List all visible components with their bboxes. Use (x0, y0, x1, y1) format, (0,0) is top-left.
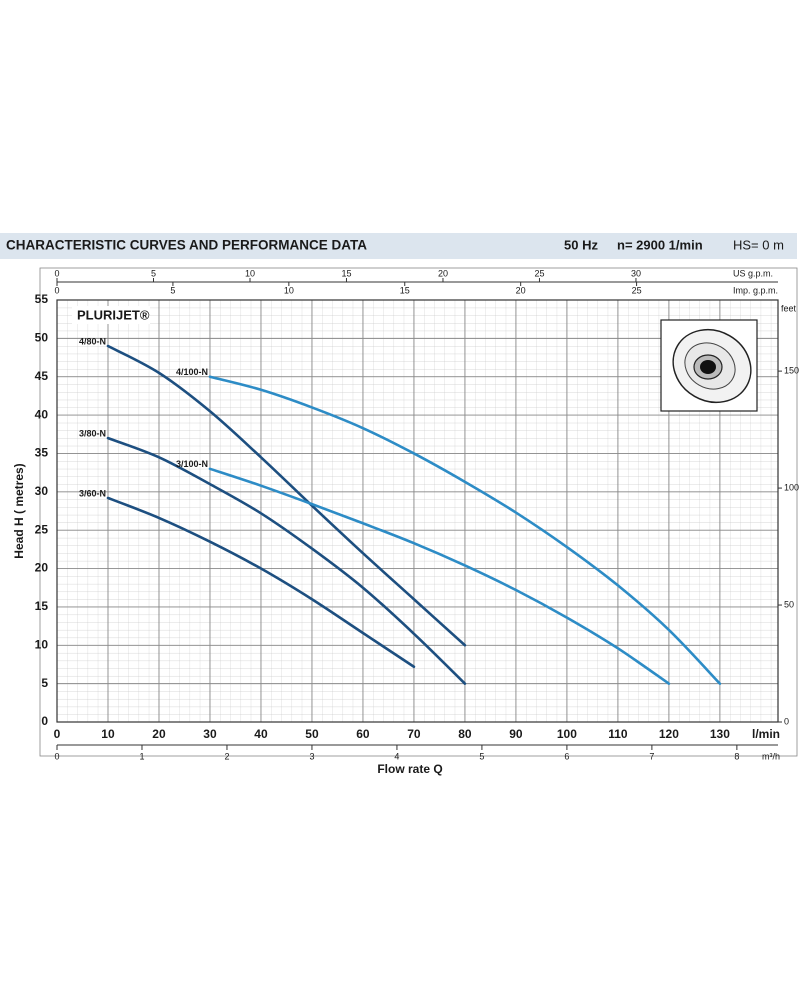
curve (208, 375, 722, 685)
y-tick-label: 5 (41, 676, 48, 690)
x-top-tick-label: 5 (170, 285, 175, 295)
y-tick-label: 30 (35, 484, 49, 498)
pump-image (660, 319, 758, 412)
x-tick-label: 120 (659, 727, 679, 741)
y-axis-title: Head H ( metres) (12, 463, 26, 558)
y-tick-label: 40 (35, 407, 49, 421)
x2-tick-label: 0 (54, 751, 59, 761)
x2-tick-label: 2 (224, 751, 229, 761)
x-tick-label: 0 (54, 727, 61, 741)
plot-frame (56, 299, 779, 723)
y-tick-label: 10 (35, 637, 49, 651)
x2-tick-label: 1 (139, 751, 144, 761)
y2-unit: feet (781, 303, 797, 313)
outer-frame (39, 267, 798, 757)
y-tick-label: 20 (35, 561, 49, 575)
x2-tick-label: 8 (734, 751, 739, 761)
curve-label: 3/100-N (176, 459, 208, 469)
product-name: PLURIJET® (77, 307, 150, 322)
product-box (72, 306, 150, 324)
header-bar (0, 233, 797, 259)
x-top-tick-label: 15 (341, 268, 351, 278)
x-tick-label: 110 (608, 727, 628, 741)
plot-background (57, 300, 778, 722)
x2-tick-label: 3 (309, 751, 314, 761)
y-tick-label: 35 (35, 446, 49, 460)
x-top-tick-label: 25 (534, 268, 544, 278)
x2-tick-label: 7 (649, 751, 654, 761)
x-tick-label: 130 (710, 727, 730, 741)
x-tick-label: 70 (407, 727, 421, 741)
x-tick-label: 90 (509, 727, 523, 741)
x-tick-label: 40 (254, 727, 268, 741)
x-tick-label: 60 (356, 727, 370, 741)
condition: n= 2900 1/min (617, 237, 703, 252)
y2-tick-label: 100 (784, 482, 799, 492)
x-unit: l/min (752, 727, 780, 741)
x2-tick-label: 4 (394, 751, 399, 761)
curve (106, 436, 467, 685)
y-tick-label: 50 (35, 331, 49, 345)
x-tick-label: 80 (458, 727, 472, 741)
x-top-tick-label: 0 (54, 285, 59, 295)
y-tick-label: 55 (35, 292, 49, 306)
x2-unit: m³/h (762, 751, 780, 761)
y2-tick-label: 0 (784, 716, 789, 726)
x-tick-label: 10 (101, 727, 115, 741)
x-tick-label: 100 (557, 727, 577, 741)
x-top-tick-label: 0 (54, 268, 59, 278)
x2-tick-label: 5 (479, 751, 484, 761)
chart-title: CHARACTERISTIC CURVES AND PERFORMANCE DA… (6, 238, 367, 253)
x-top-tick-label: 10 (284, 285, 294, 295)
curve-label: 3/60-N (79, 488, 106, 498)
x-tick-label: 20 (152, 727, 166, 741)
curve (106, 344, 467, 647)
condition: 50 Hz (564, 237, 598, 252)
curve (106, 496, 416, 669)
top-axis-unit: Imp. g.p.m. (733, 285, 778, 295)
curve-label: 4/100-N (176, 367, 208, 377)
y2-tick-label: 150 (784, 365, 799, 375)
curve (208, 467, 671, 685)
y-tick-label: 15 (35, 599, 49, 613)
x-top-tick-label: 20 (516, 285, 526, 295)
curve-label: 3/80-N (79, 428, 106, 438)
y-tick-label: 0 (41, 714, 48, 728)
x-top-tick-label: 30 (631, 268, 641, 278)
y-tick-label: 45 (35, 369, 49, 383)
x-tick-label: 50 (305, 727, 319, 741)
y2-tick-label: 50 (784, 599, 794, 609)
x-top-tick-label: 10 (245, 268, 255, 278)
curve-label: 4/80-N (79, 336, 106, 346)
condition: HS= 0 m (733, 237, 784, 252)
top-axis-unit: US g.p.m. (733, 268, 773, 278)
x-tick-label: 30 (203, 727, 217, 741)
x-top-tick-label: 5 (151, 268, 156, 278)
x2-tick-label: 6 (564, 751, 569, 761)
x-top-tick-label: 15 (400, 285, 410, 295)
y-tick-label: 25 (35, 522, 49, 536)
plot-area (56, 299, 778, 723)
x-top-tick-label: 20 (438, 268, 448, 278)
x-axis-title: Flow rate Q (377, 762, 442, 776)
x-top-tick-label: 25 (632, 285, 642, 295)
